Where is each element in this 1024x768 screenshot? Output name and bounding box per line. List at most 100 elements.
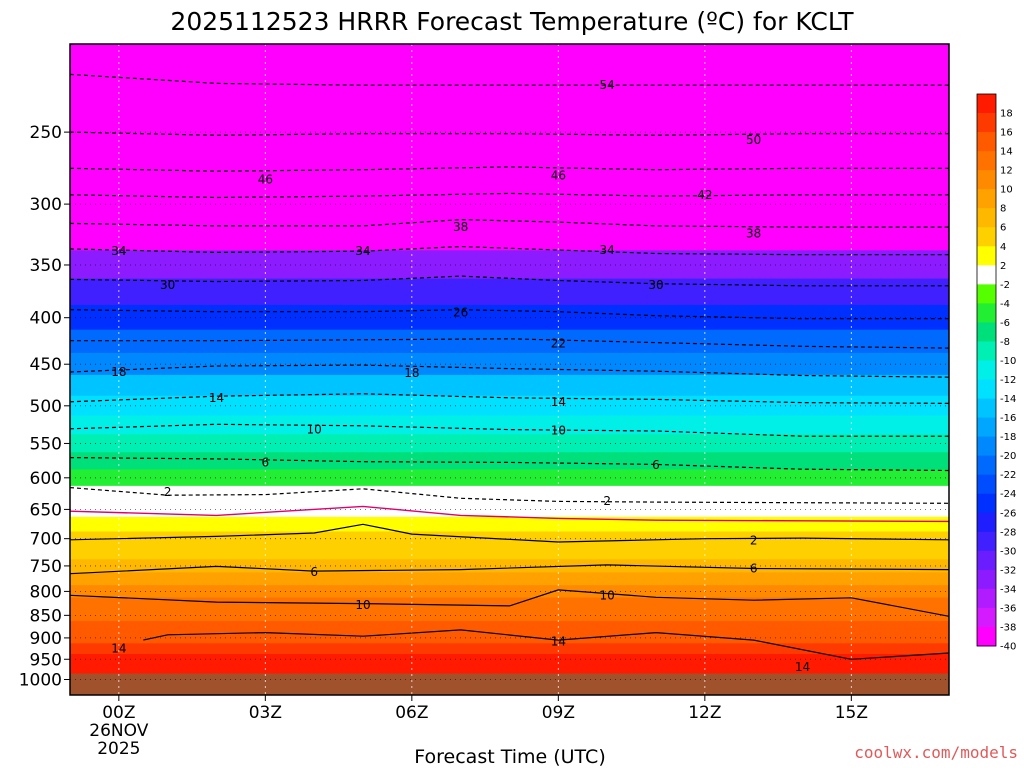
colorbar-swatch	[977, 550, 996, 571]
colorbar-label: -36	[1000, 603, 1016, 614]
temperature-band	[70, 250, 949, 280]
temperature-band	[70, 395, 949, 417]
contour-label: 6	[750, 562, 758, 576]
temperature-band	[70, 609, 949, 622]
x-axis-label: Forecast Time (UTC)	[414, 746, 605, 768]
x-tick-date-label: 2025	[97, 739, 140, 759]
colorbar-label: -6	[1000, 318, 1010, 329]
y-tick-label: 1000	[19, 671, 62, 691]
temperature-band	[70, 516, 949, 533]
temperature-band	[70, 545, 949, 560]
y-tick-label: 550	[30, 434, 62, 454]
contour-label: 38	[453, 220, 468, 234]
colorbar-label: -28	[1000, 527, 1016, 538]
temperature-band	[70, 452, 949, 471]
contour-line	[69, 589, 950, 617]
colorbar-swatch	[977, 455, 996, 476]
colorbar-label: -26	[1000, 508, 1016, 519]
contour-line	[69, 309, 949, 320]
contour-label: 2	[164, 485, 172, 499]
y-tick-label: 700	[30, 530, 62, 550]
x-tick-label: 06Z	[395, 703, 428, 723]
colorbar-swatch	[977, 246, 996, 266]
y-tick-label: 850	[30, 606, 62, 626]
temperature-band	[70, 352, 949, 376]
colorbar-swatch	[977, 474, 996, 495]
y-tick-label: 900	[30, 629, 62, 649]
credit-link[interactable]: coolwx.com/models	[854, 743, 1018, 762]
colorbar-label: -18	[1000, 432, 1016, 443]
colorbar-swatch	[977, 398, 996, 418]
contour-label: 6	[310, 565, 318, 579]
y-tick-label: 600	[30, 469, 62, 489]
plot-frame	[69, 43, 950, 696]
colorbar-label: -24	[1000, 489, 1016, 500]
contour-line	[143, 629, 950, 660]
x-tick-label: 00Z	[102, 703, 135, 723]
temperature-band	[70, 621, 949, 633]
colorbar-label: -20	[1000, 451, 1016, 462]
colorbar-swatch	[977, 588, 996, 609]
contour-label: 50	[746, 133, 761, 147]
colorbar-swatch	[977, 170, 996, 190]
colorbar-label: -16	[1000, 413, 1016, 424]
x-tick-label: 12Z	[688, 703, 721, 723]
colorbar-label: -22	[1000, 470, 1016, 481]
colorbar-label: -30	[1000, 546, 1016, 557]
contour-line	[69, 523, 950, 543]
temperature-band	[70, 434, 949, 453]
y-tick-label: 650	[30, 500, 62, 520]
y-tick-label: 350	[30, 256, 62, 276]
temperature-band	[70, 219, 949, 251]
colorbar-label: -14	[1000, 394, 1016, 405]
colorbar-label: 18	[1000, 109, 1013, 120]
temperature-band	[70, 501, 949, 518]
x-tick-date-label: 26NOV	[89, 721, 148, 741]
colorbar-swatch	[977, 322, 996, 342]
temperature-band	[70, 374, 949, 397]
colorbar-label: -34	[1000, 584, 1016, 595]
contour-label: 30	[160, 278, 175, 292]
colorbar-label: 2	[1000, 261, 1006, 272]
colorbar-swatch	[977, 417, 996, 438]
temperature-band	[70, 643, 949, 655]
colorbar-swatch	[977, 284, 996, 304]
colorbar-swatch	[977, 379, 996, 399]
y-tick-label: 950	[30, 650, 62, 670]
colorbar-label: -8	[1000, 337, 1010, 348]
contour-label: 2	[750, 533, 758, 547]
colorbar-swatch	[977, 151, 996, 171]
contour-label: 38	[746, 226, 761, 240]
y-tick-label: 500	[30, 397, 62, 417]
colorbar-label: -40	[1000, 642, 1016, 653]
temperature-band	[70, 559, 949, 573]
colorbar-label: -4	[1000, 299, 1010, 310]
colorbar-label: -38	[1000, 622, 1016, 633]
colorbar-label: 8	[1000, 204, 1006, 215]
contour-label: 6	[652, 458, 660, 472]
contour-label: 10	[355, 598, 370, 612]
colorbar-label: 4	[1000, 242, 1006, 253]
contour-label: 46	[551, 168, 566, 182]
temperature-band	[70, 111, 949, 152]
contour-label: 14	[111, 642, 126, 656]
colorbar-swatch	[977, 227, 996, 247]
contour-label: 30	[648, 278, 663, 292]
colorbar-swatch	[977, 341, 996, 361]
x-tick-label: 03Z	[249, 703, 282, 723]
contour-label: 10	[600, 588, 615, 602]
contour-label: 14	[551, 634, 566, 648]
colorbar-label: 10	[1000, 185, 1013, 196]
contour-line	[69, 218, 949, 228]
y-tick-label: 750	[30, 557, 62, 577]
temperature-band	[70, 415, 949, 435]
temperature-band	[70, 304, 949, 331]
temperature-band	[70, 485, 949, 503]
colorbar-frame	[976, 93, 997, 647]
colorbar-legend: 18 16 14 12 10 8 6 4 2 -2 -4 -6 -8 -10 -12 -14 -16 -18 -20…	[976, 93, 1016, 653]
colorbar-label: -10	[1000, 356, 1016, 367]
temperature-band	[70, 632, 949, 644]
contour-label: 14	[209, 391, 224, 405]
contour-label: 34	[111, 244, 126, 258]
